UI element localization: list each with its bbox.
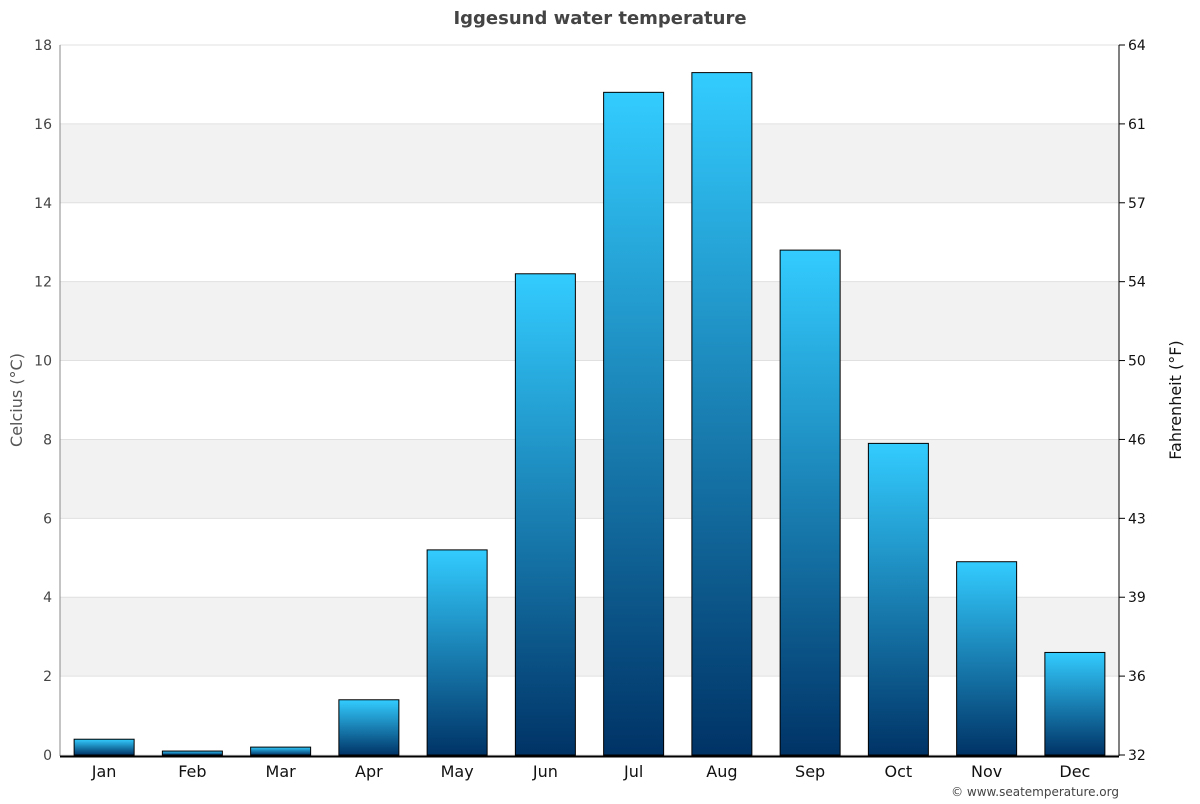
y-tick-label: 8 bbox=[43, 432, 52, 448]
y-tick-label: 4 bbox=[43, 590, 52, 606]
y2-tick-label: 43 bbox=[1128, 511, 1146, 527]
x-tick-label: Aug bbox=[706, 762, 737, 781]
y2-tick-label: 64 bbox=[1128, 38, 1146, 54]
grid-band bbox=[60, 123, 1119, 203]
grid-band bbox=[60, 281, 1119, 361]
bar-mar bbox=[250, 746, 312, 756]
bar-aug bbox=[691, 72, 753, 756]
bar-jan bbox=[73, 738, 135, 756]
chart-title: Iggesund water temperature bbox=[453, 8, 746, 29]
x-tick-label: Apr bbox=[355, 762, 383, 781]
x-tick-label: Jul bbox=[623, 762, 643, 781]
x-tick-label: Nov bbox=[971, 762, 1002, 781]
bar-oct bbox=[867, 442, 929, 756]
y2-tick-label: 54 bbox=[1128, 275, 1146, 291]
credit: © www.seatemperature.org bbox=[951, 785, 1119, 799]
bar-dec bbox=[1044, 651, 1106, 756]
bar-may bbox=[426, 549, 488, 756]
y2-tick-label: 61 bbox=[1128, 117, 1146, 133]
bar-apr bbox=[338, 699, 400, 756]
y2-tick-label: 57 bbox=[1128, 196, 1146, 212]
x-tick-label: Feb bbox=[178, 762, 206, 781]
bar-jul bbox=[603, 91, 665, 756]
x-tick-label: Jun bbox=[532, 762, 558, 781]
y2-tick-label: 32 bbox=[1128, 748, 1146, 764]
y-tick-label: 10 bbox=[34, 354, 52, 370]
y-tick-label: 2 bbox=[43, 669, 52, 685]
y-tick-label: 16 bbox=[34, 117, 52, 133]
bar-sep bbox=[779, 249, 841, 756]
x-tick-label: Sep bbox=[795, 762, 825, 781]
x-tick-label: Jan bbox=[91, 762, 117, 781]
x-tick-label: Dec bbox=[1059, 762, 1090, 781]
y2-axis-label: Fahrenheit (°F) bbox=[1166, 340, 1185, 459]
y2-tick-label: 39 bbox=[1128, 590, 1146, 606]
y-tick-label: 12 bbox=[34, 275, 52, 291]
bar-jun bbox=[514, 273, 576, 756]
y-tick-label: 6 bbox=[43, 511, 52, 527]
x-tick-label: May bbox=[441, 762, 474, 781]
y-axis-label: Celcius (°C) bbox=[7, 353, 26, 447]
x-tick-label: Oct bbox=[885, 762, 913, 781]
y-tick-label: 0 bbox=[43, 748, 52, 764]
grid-band bbox=[60, 597, 1119, 677]
y2-tick-label: 36 bbox=[1128, 669, 1146, 685]
y2-tick-label: 50 bbox=[1128, 354, 1146, 370]
y-tick-label: 18 bbox=[34, 38, 52, 54]
x-tick-label: Mar bbox=[266, 762, 297, 781]
grid-band bbox=[60, 439, 1119, 519]
y-tick-label: 14 bbox=[34, 196, 52, 212]
bar-feb bbox=[161, 750, 223, 756]
bar-nov bbox=[956, 561, 1018, 756]
y2-tick-label: 46 bbox=[1128, 432, 1146, 448]
